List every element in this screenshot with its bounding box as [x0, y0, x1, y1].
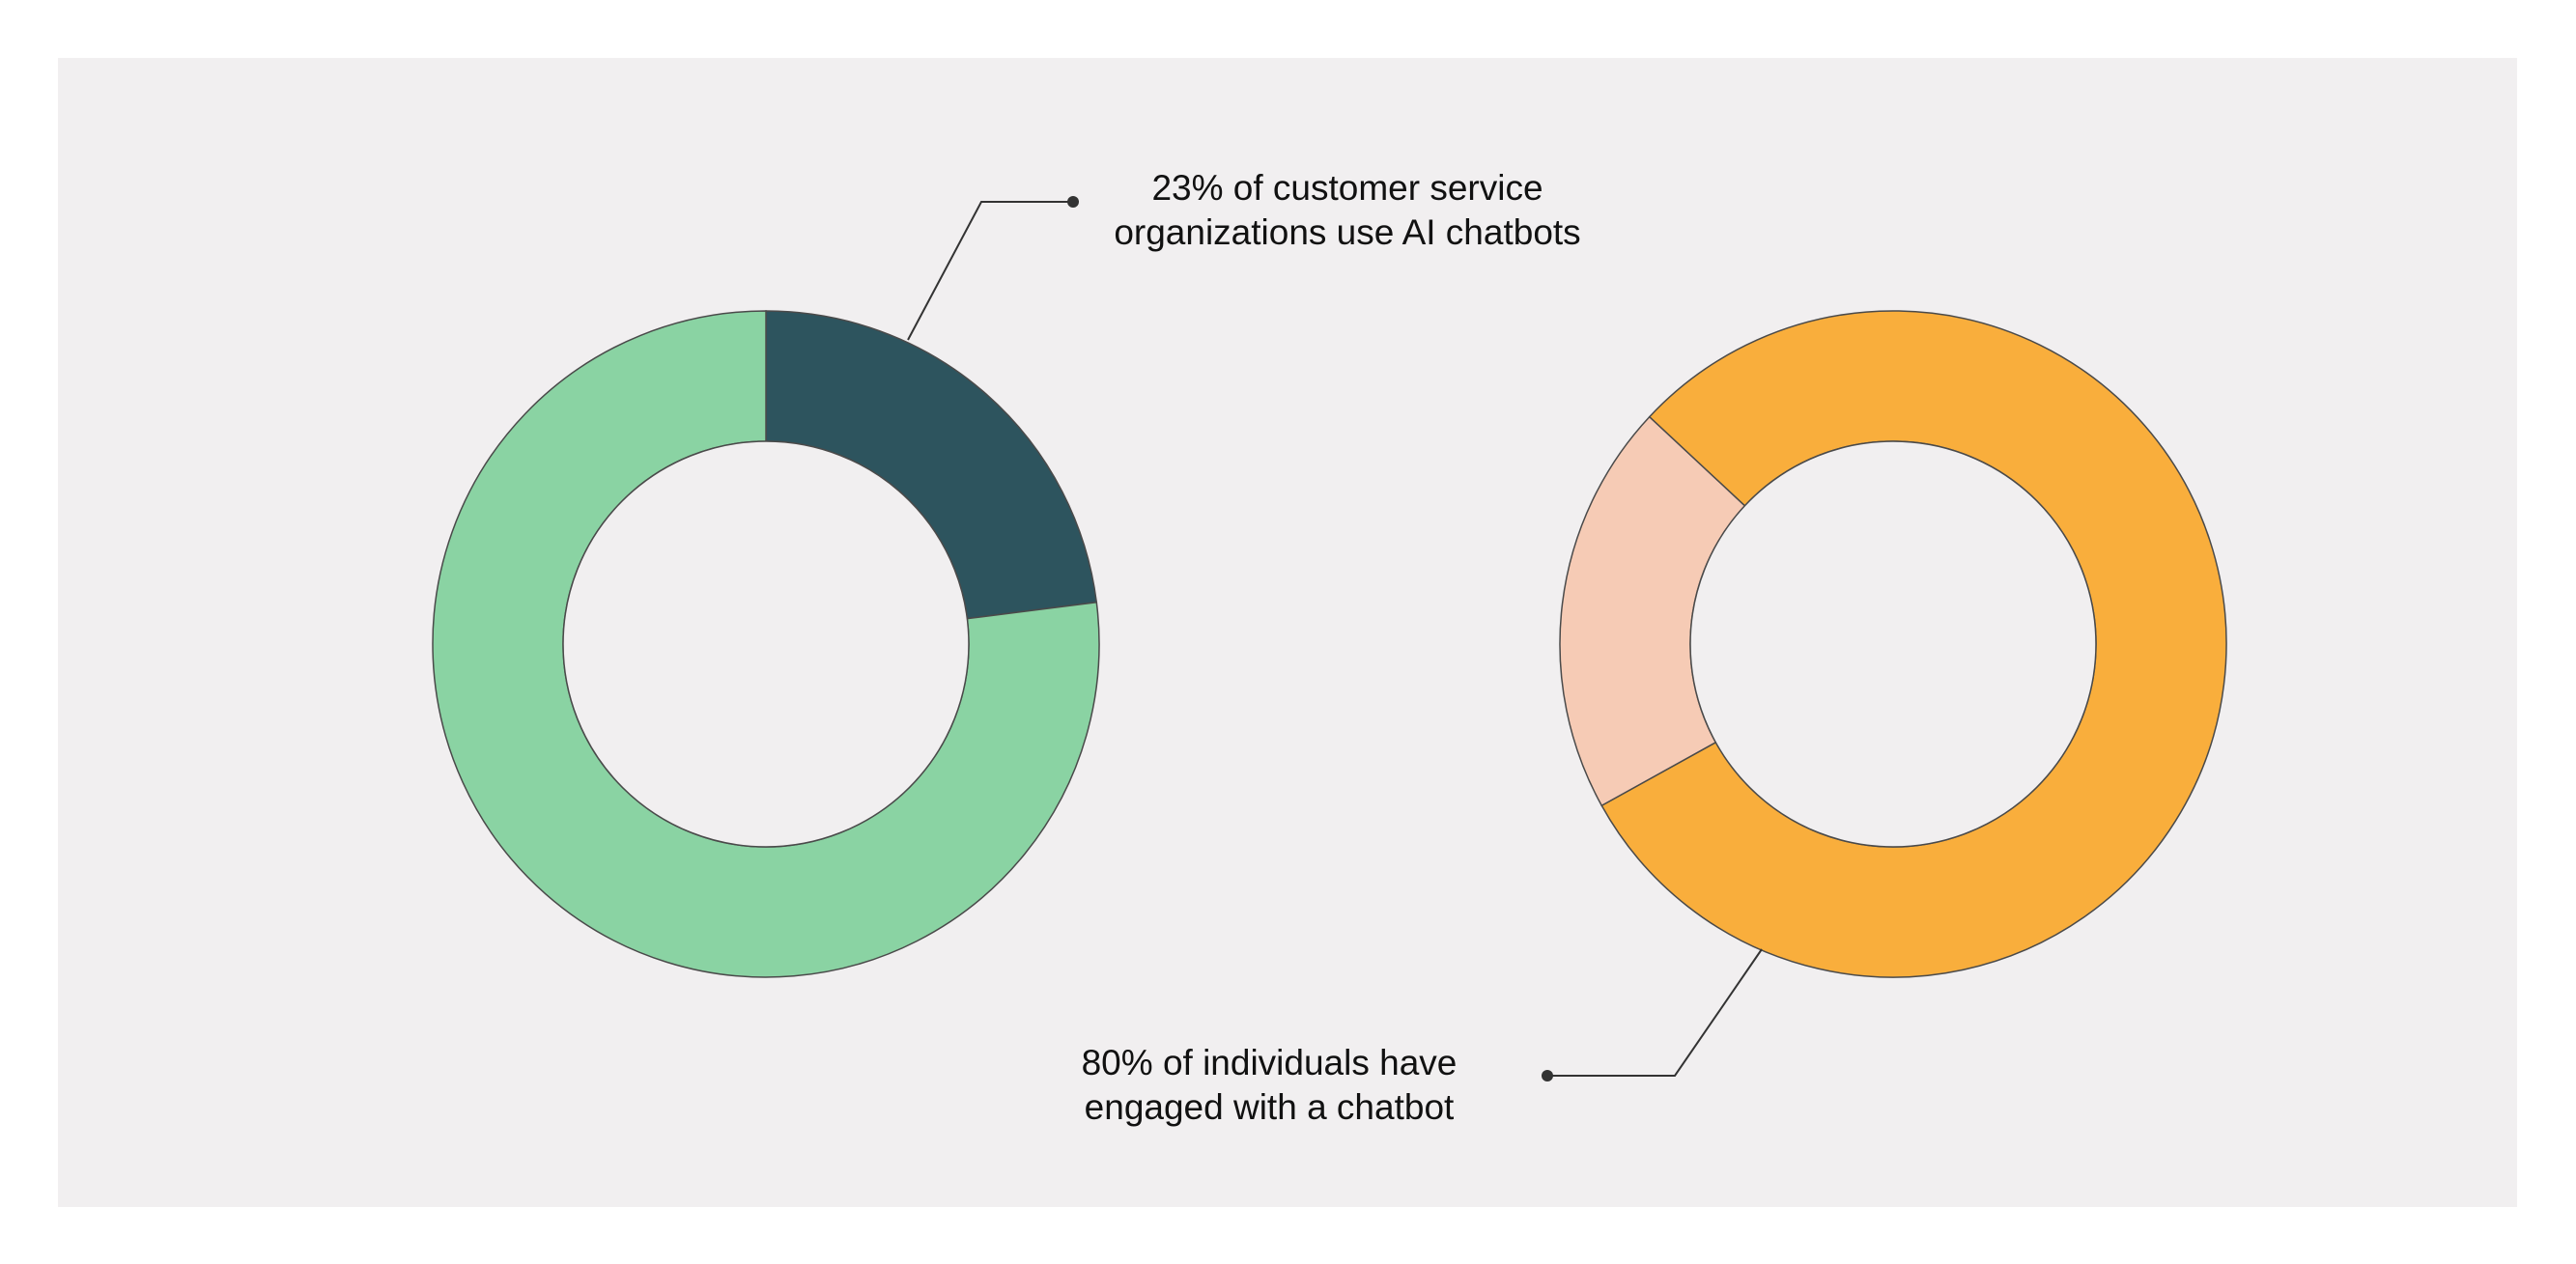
leader-dot-chatbot-engagement [1542, 1070, 1553, 1081]
annotation-line-1: 23% of customer service [1151, 168, 1543, 208]
donut-hole [1689, 440, 2097, 848]
annotation-line-2: engaged with a chatbot [1084, 1087, 1455, 1127]
donut-chart-chatbot-engagement [1559, 310, 2227, 978]
donut-chart-chatbot-usage [432, 310, 1100, 978]
annotation-chatbot-usage: 23% of customer service organizations us… [1072, 166, 1623, 255]
annotation-line-2: organizations use AI chatbots [1114, 212, 1581, 252]
leader-line-chatbot-usage [907, 196, 1079, 341]
leader-line-chatbot-engagement [1542, 948, 1763, 1081]
donut-hole [562, 440, 970, 848]
annotation-line-1: 80% of individuals have [1081, 1043, 1458, 1082]
annotation-chatbot-engagement: 80% of individuals have engaged with a c… [1028, 1041, 1511, 1130]
leader-dot-chatbot-usage [1067, 196, 1079, 208]
